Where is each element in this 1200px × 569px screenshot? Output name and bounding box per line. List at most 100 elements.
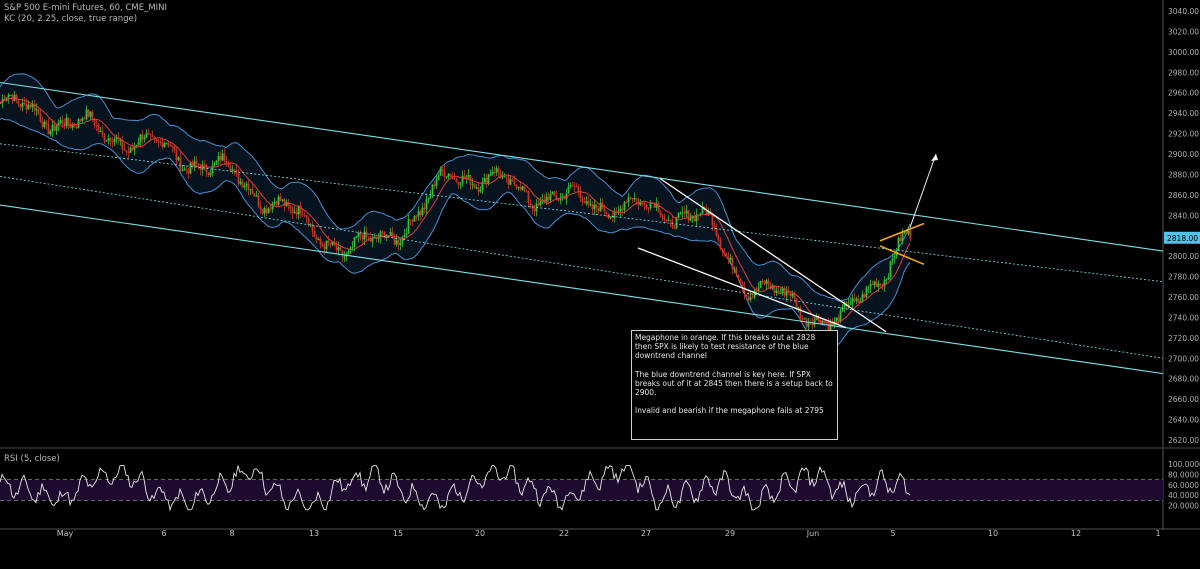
candle-body <box>21 102 24 108</box>
candle-body <box>405 233 408 236</box>
candle-body <box>259 206 262 210</box>
candle-body <box>731 257 734 269</box>
candle-body <box>63 123 66 126</box>
candle-body <box>517 187 520 189</box>
candle-body <box>519 187 522 190</box>
candle-body <box>473 183 476 188</box>
candle-body <box>785 291 788 296</box>
candle-body <box>133 146 136 150</box>
channel-upper-line[interactable] <box>0 81 1164 252</box>
price-tick-label: 3040.00 <box>1168 7 1199 16</box>
candle-body <box>753 290 756 298</box>
candle-body <box>223 153 226 161</box>
candle-body <box>849 303 852 305</box>
candle-body <box>397 240 400 246</box>
candle-body <box>313 231 316 238</box>
candle-body <box>151 134 154 138</box>
candle-body <box>163 143 166 147</box>
candle-body <box>341 250 344 257</box>
wedge-lower-line[interactable] <box>637 247 847 329</box>
candle-body <box>705 209 708 216</box>
candle-body <box>483 178 486 183</box>
candle-body <box>735 268 738 275</box>
candle-body <box>477 187 480 192</box>
candle-body <box>621 208 624 210</box>
candle-body <box>585 200 588 204</box>
candle-body <box>225 160 228 165</box>
candle-body <box>215 160 218 164</box>
candle-body <box>339 247 342 251</box>
candle-body <box>907 230 910 235</box>
candle-body <box>593 204 596 210</box>
candle-body <box>759 281 762 288</box>
price-axis[interactable] <box>1163 0 1200 569</box>
candle-body <box>795 298 798 309</box>
candle-body <box>179 157 182 171</box>
candle-body <box>343 256 346 258</box>
candle-body <box>775 290 778 293</box>
candle-body <box>881 284 884 287</box>
candle-body <box>97 125 100 132</box>
projection-arrow[interactable] <box>909 153 937 228</box>
candle-body <box>515 184 518 188</box>
candle-body <box>507 177 510 185</box>
candle-body <box>185 169 188 171</box>
annotation-line-2: The blue downtrend channel is key here. … <box>635 368 833 398</box>
candle-body <box>807 323 810 327</box>
candle-body <box>459 183 462 185</box>
candle-body <box>261 209 264 214</box>
candle-body <box>189 162 192 174</box>
candle-body <box>647 208 650 210</box>
candle-body <box>847 304 850 307</box>
candle-body <box>653 202 656 208</box>
candle-body <box>435 179 438 187</box>
candle-body <box>635 198 638 200</box>
candle-body <box>481 182 484 191</box>
candle-body <box>175 150 178 161</box>
candle-body <box>137 142 140 146</box>
candle-body <box>903 232 906 234</box>
candle-body <box>485 178 488 184</box>
price-tick-label: 3020.00 <box>1168 27 1199 36</box>
candle-body <box>589 204 592 206</box>
candle-body <box>783 288 786 296</box>
wedge-upper-line[interactable] <box>659 177 887 333</box>
time-tick-label: Jun <box>806 529 820 538</box>
candle-body <box>661 215 664 218</box>
candle-body <box>253 193 256 197</box>
channel-midline-upper[interactable] <box>0 143 1164 283</box>
candle-body <box>273 201 276 204</box>
candle-body <box>529 202 532 206</box>
candle-body <box>177 157 180 161</box>
candle-body <box>141 134 144 140</box>
megaphone-upper[interactable] <box>879 222 925 242</box>
candle-body <box>831 322 834 326</box>
candle-body <box>761 281 764 283</box>
time-tick-label: 20 <box>475 529 485 538</box>
candle-body <box>65 117 68 126</box>
candle-body <box>801 318 804 320</box>
candle-body <box>883 279 886 287</box>
rsi-tick-label: 100.0000 <box>1168 460 1200 469</box>
candle-body <box>289 206 292 209</box>
candle-body <box>877 283 880 287</box>
candle-body <box>497 168 500 173</box>
price-tick-label: 2700.00 <box>1168 354 1199 363</box>
candle-body <box>395 240 398 245</box>
candle-body <box>765 280 768 284</box>
price-tick-label: 2880.00 <box>1168 170 1199 179</box>
candle-body <box>205 164 208 173</box>
candle-body <box>835 317 838 321</box>
candle-body <box>595 204 598 209</box>
megaphone-lower[interactable] <box>879 245 925 266</box>
candle-body <box>113 138 116 142</box>
candle-body <box>25 103 28 110</box>
candle-body <box>15 94 18 101</box>
channel-lower-line[interactable] <box>0 204 1164 375</box>
channel-midline-lower[interactable] <box>0 176 1164 359</box>
candle-body <box>893 256 896 259</box>
candle-body <box>27 104 30 110</box>
candle-body <box>287 202 290 207</box>
price-tick-label: 2800.00 <box>1168 252 1199 261</box>
